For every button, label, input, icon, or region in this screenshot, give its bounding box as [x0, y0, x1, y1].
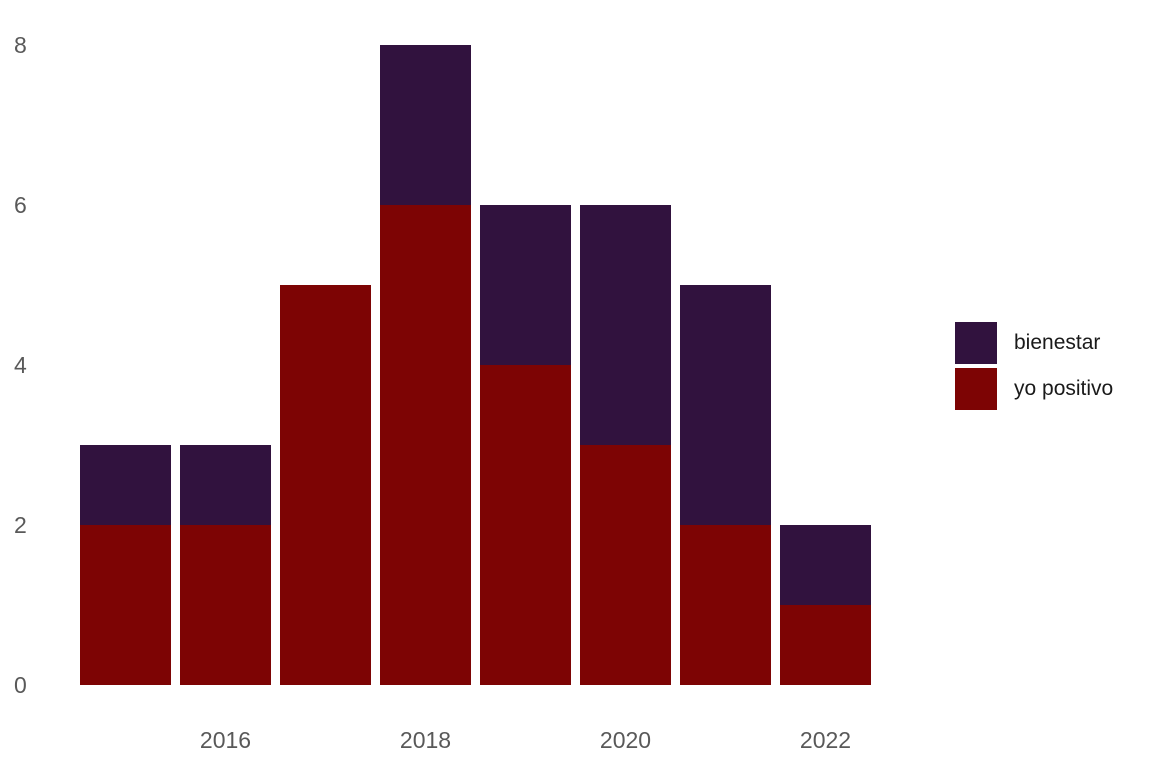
bar-2021-bienestar: [680, 285, 771, 525]
x-axis-tick-2020: 2020: [599, 727, 652, 753]
legend-item-bienestar: bienestar: [955, 322, 1113, 364]
y-axis-tick-8: 8: [14, 32, 27, 58]
bar-2020-bienestar: [580, 205, 671, 445]
bar-2016-yo-positivo: [180, 525, 271, 685]
legend-swatch-yo-positivo-icon: [955, 368, 997, 410]
bar-2015-yo-positivo: [80, 525, 171, 685]
legend-label-bienestar: bienestar: [1014, 331, 1101, 354]
legend: bienestar yo positivo: [955, 322, 1113, 414]
legend-swatch-bienestar-icon: [955, 322, 997, 364]
x-axis-tick-2018: 2018: [399, 727, 452, 753]
bar-2018-bienestar: [380, 45, 471, 205]
x-axis-tick-2016: 2016: [199, 727, 252, 753]
bar-2017-yo-positivo: [280, 285, 371, 685]
y-axis-tick-6: 6: [14, 192, 27, 218]
bar-2018-yo-positivo: [380, 205, 471, 685]
bar-2019-bienestar: [480, 205, 571, 365]
y-axis-tick-0: 0: [14, 672, 27, 698]
bar-2022-yo-positivo: [780, 605, 871, 685]
bar-2022-bienestar: [780, 525, 871, 605]
legend-item-yo-positivo: yo positivo: [955, 368, 1113, 410]
bar-2020-yo-positivo: [580, 445, 671, 685]
bar-2021-yo-positivo: [680, 525, 771, 685]
y-axis-tick-2: 2: [14, 512, 27, 538]
bar-2019-yo-positivo: [480, 365, 571, 685]
legend-label-yo-positivo: yo positivo: [1014, 377, 1114, 400]
bar-2016-bienestar: [180, 445, 271, 525]
y-axis-tick-4: 4: [14, 352, 27, 378]
x-axis-tick-2022: 2022: [799, 727, 852, 753]
bar-2015-bienestar: [80, 445, 171, 525]
